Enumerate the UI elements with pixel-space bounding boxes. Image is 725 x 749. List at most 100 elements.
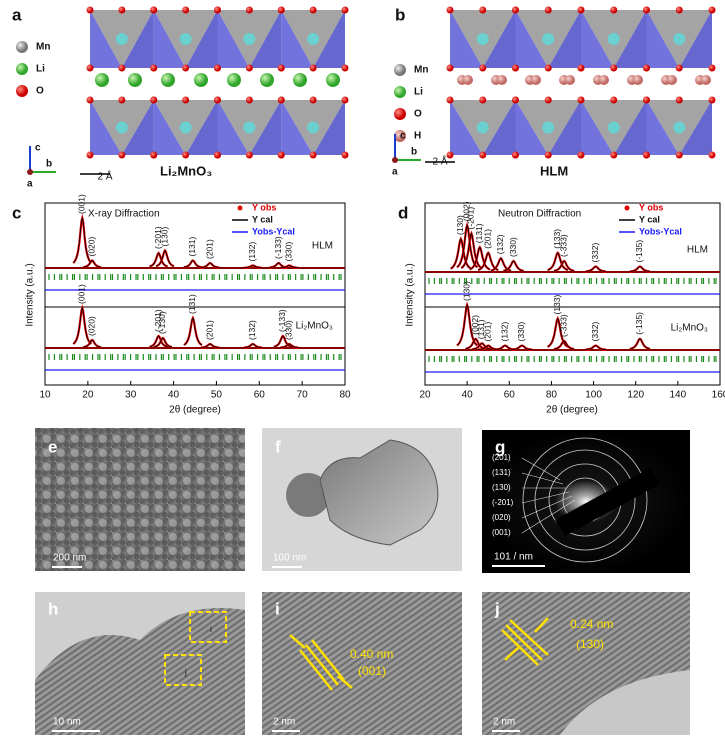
atom: [128, 73, 142, 87]
atom: [633, 75, 643, 85]
panel-h: h 10 nm i j: [35, 592, 245, 735]
x-tick-label: 70: [297, 390, 309, 401]
atom: [341, 96, 349, 104]
peak-cal: [553, 340, 575, 350]
sem-image: [35, 428, 245, 571]
atom: [277, 96, 285, 104]
atom: [86, 151, 94, 159]
panel-label: a: [12, 5, 22, 24]
peak-label: (001): [77, 194, 87, 214]
atom: [277, 151, 285, 159]
atom: [245, 64, 253, 72]
peak-label: (-333): [558, 234, 568, 257]
x-tick-label: 100: [585, 390, 602, 401]
region-box: [164, 654, 202, 686]
chart-title: X-ray Diffraction: [88, 209, 160, 220]
atom: [675, 151, 683, 159]
hrtem-image: [262, 592, 462, 735]
x-tick-label: 120: [627, 390, 644, 401]
d-spacing: 0.24 nm: [570, 617, 613, 631]
atom: [476, 33, 489, 45]
atom: [115, 121, 128, 134]
arrow: [504, 645, 521, 661]
atom: [544, 151, 552, 159]
peak-label: (002): [470, 315, 480, 335]
legend-symbol: [394, 108, 406, 120]
legend-symbol: [16, 63, 28, 75]
peak-cal: [72, 216, 92, 264]
x-tick-label: 160: [712, 390, 725, 401]
peak-cal: [153, 337, 172, 348]
peak-label: (132): [499, 321, 509, 341]
polyhedron: [313, 10, 345, 68]
atom: [214, 6, 221, 14]
atom: [150, 64, 158, 72]
atom: [512, 6, 519, 14]
atom: [214, 64, 221, 72]
atom: [446, 6, 454, 14]
peak-cal: [469, 246, 491, 270]
atom: [675, 6, 683, 14]
ring-label: (001): [492, 528, 511, 537]
panel-label: d: [398, 203, 408, 222]
polyhedron: [249, 10, 282, 68]
legend-symbol: [16, 41, 28, 53]
atom: [293, 73, 307, 87]
peak-label: (132): [247, 320, 257, 340]
atom: [182, 151, 190, 159]
x-axis-label: 2θ (degree): [546, 405, 598, 416]
panel-label: c: [12, 203, 21, 222]
atom: [182, 96, 190, 104]
peak-cal: [200, 343, 220, 348]
formula: Li₂MnO₃: [160, 163, 212, 178]
peak-cal: [273, 335, 292, 348]
ring-label: (201): [492, 453, 511, 462]
polyhedron: [185, 100, 218, 155]
atom: [86, 6, 94, 14]
peak-label: (-201): [153, 309, 163, 332]
polyhedron: [679, 10, 712, 68]
x-tick-label: 80: [339, 390, 351, 401]
particle: [286, 473, 330, 517]
x-tick-label: 40: [462, 390, 474, 401]
plane-label: (001): [358, 664, 386, 678]
peak-label: (133): [552, 294, 562, 314]
atom: [512, 96, 519, 104]
atom: [245, 6, 253, 14]
arrow: [337, 675, 353, 689]
ring-label: (020): [492, 513, 511, 522]
atom: [708, 151, 716, 159]
panel-label: b: [395, 5, 405, 24]
atom: [214, 151, 221, 159]
panel-label: g: [495, 437, 505, 456]
panel-f: f 100 nm: [262, 428, 462, 571]
box-label: i: [210, 625, 212, 634]
legend-symbol: [394, 64, 406, 76]
atom: [512, 64, 519, 72]
panel-d: d Neutron Diffraction 2θ (degree) Intens…: [398, 201, 725, 415]
atom: [610, 64, 618, 72]
peak-cal: [471, 342, 493, 350]
axis-name: c: [400, 131, 406, 142]
peak-label: (133): [552, 229, 562, 249]
box-label: j: [184, 668, 187, 677]
arrow: [534, 617, 549, 633]
ring-pointer: [521, 495, 573, 519]
peak-label: (020): [86, 236, 96, 256]
panel-a: a 2 Å Li₂MnO₃ Mn Li Ocb a: [12, 5, 349, 190]
atom: [544, 64, 552, 72]
peak-label: (002): [461, 201, 471, 221]
x-tick-label: 10: [39, 390, 51, 401]
peak-label: (130): [461, 281, 471, 301]
scale-label: 2 nm: [493, 717, 515, 728]
peak-cal: [149, 252, 168, 267]
legend-label: Li: [36, 64, 45, 75]
atom: [476, 121, 489, 134]
plot-frame: [44, 202, 346, 386]
peak-label: (332): [590, 242, 600, 262]
atom: [214, 96, 221, 104]
sample-label: HLM: [687, 245, 708, 256]
fringe-marker: [505, 624, 543, 661]
